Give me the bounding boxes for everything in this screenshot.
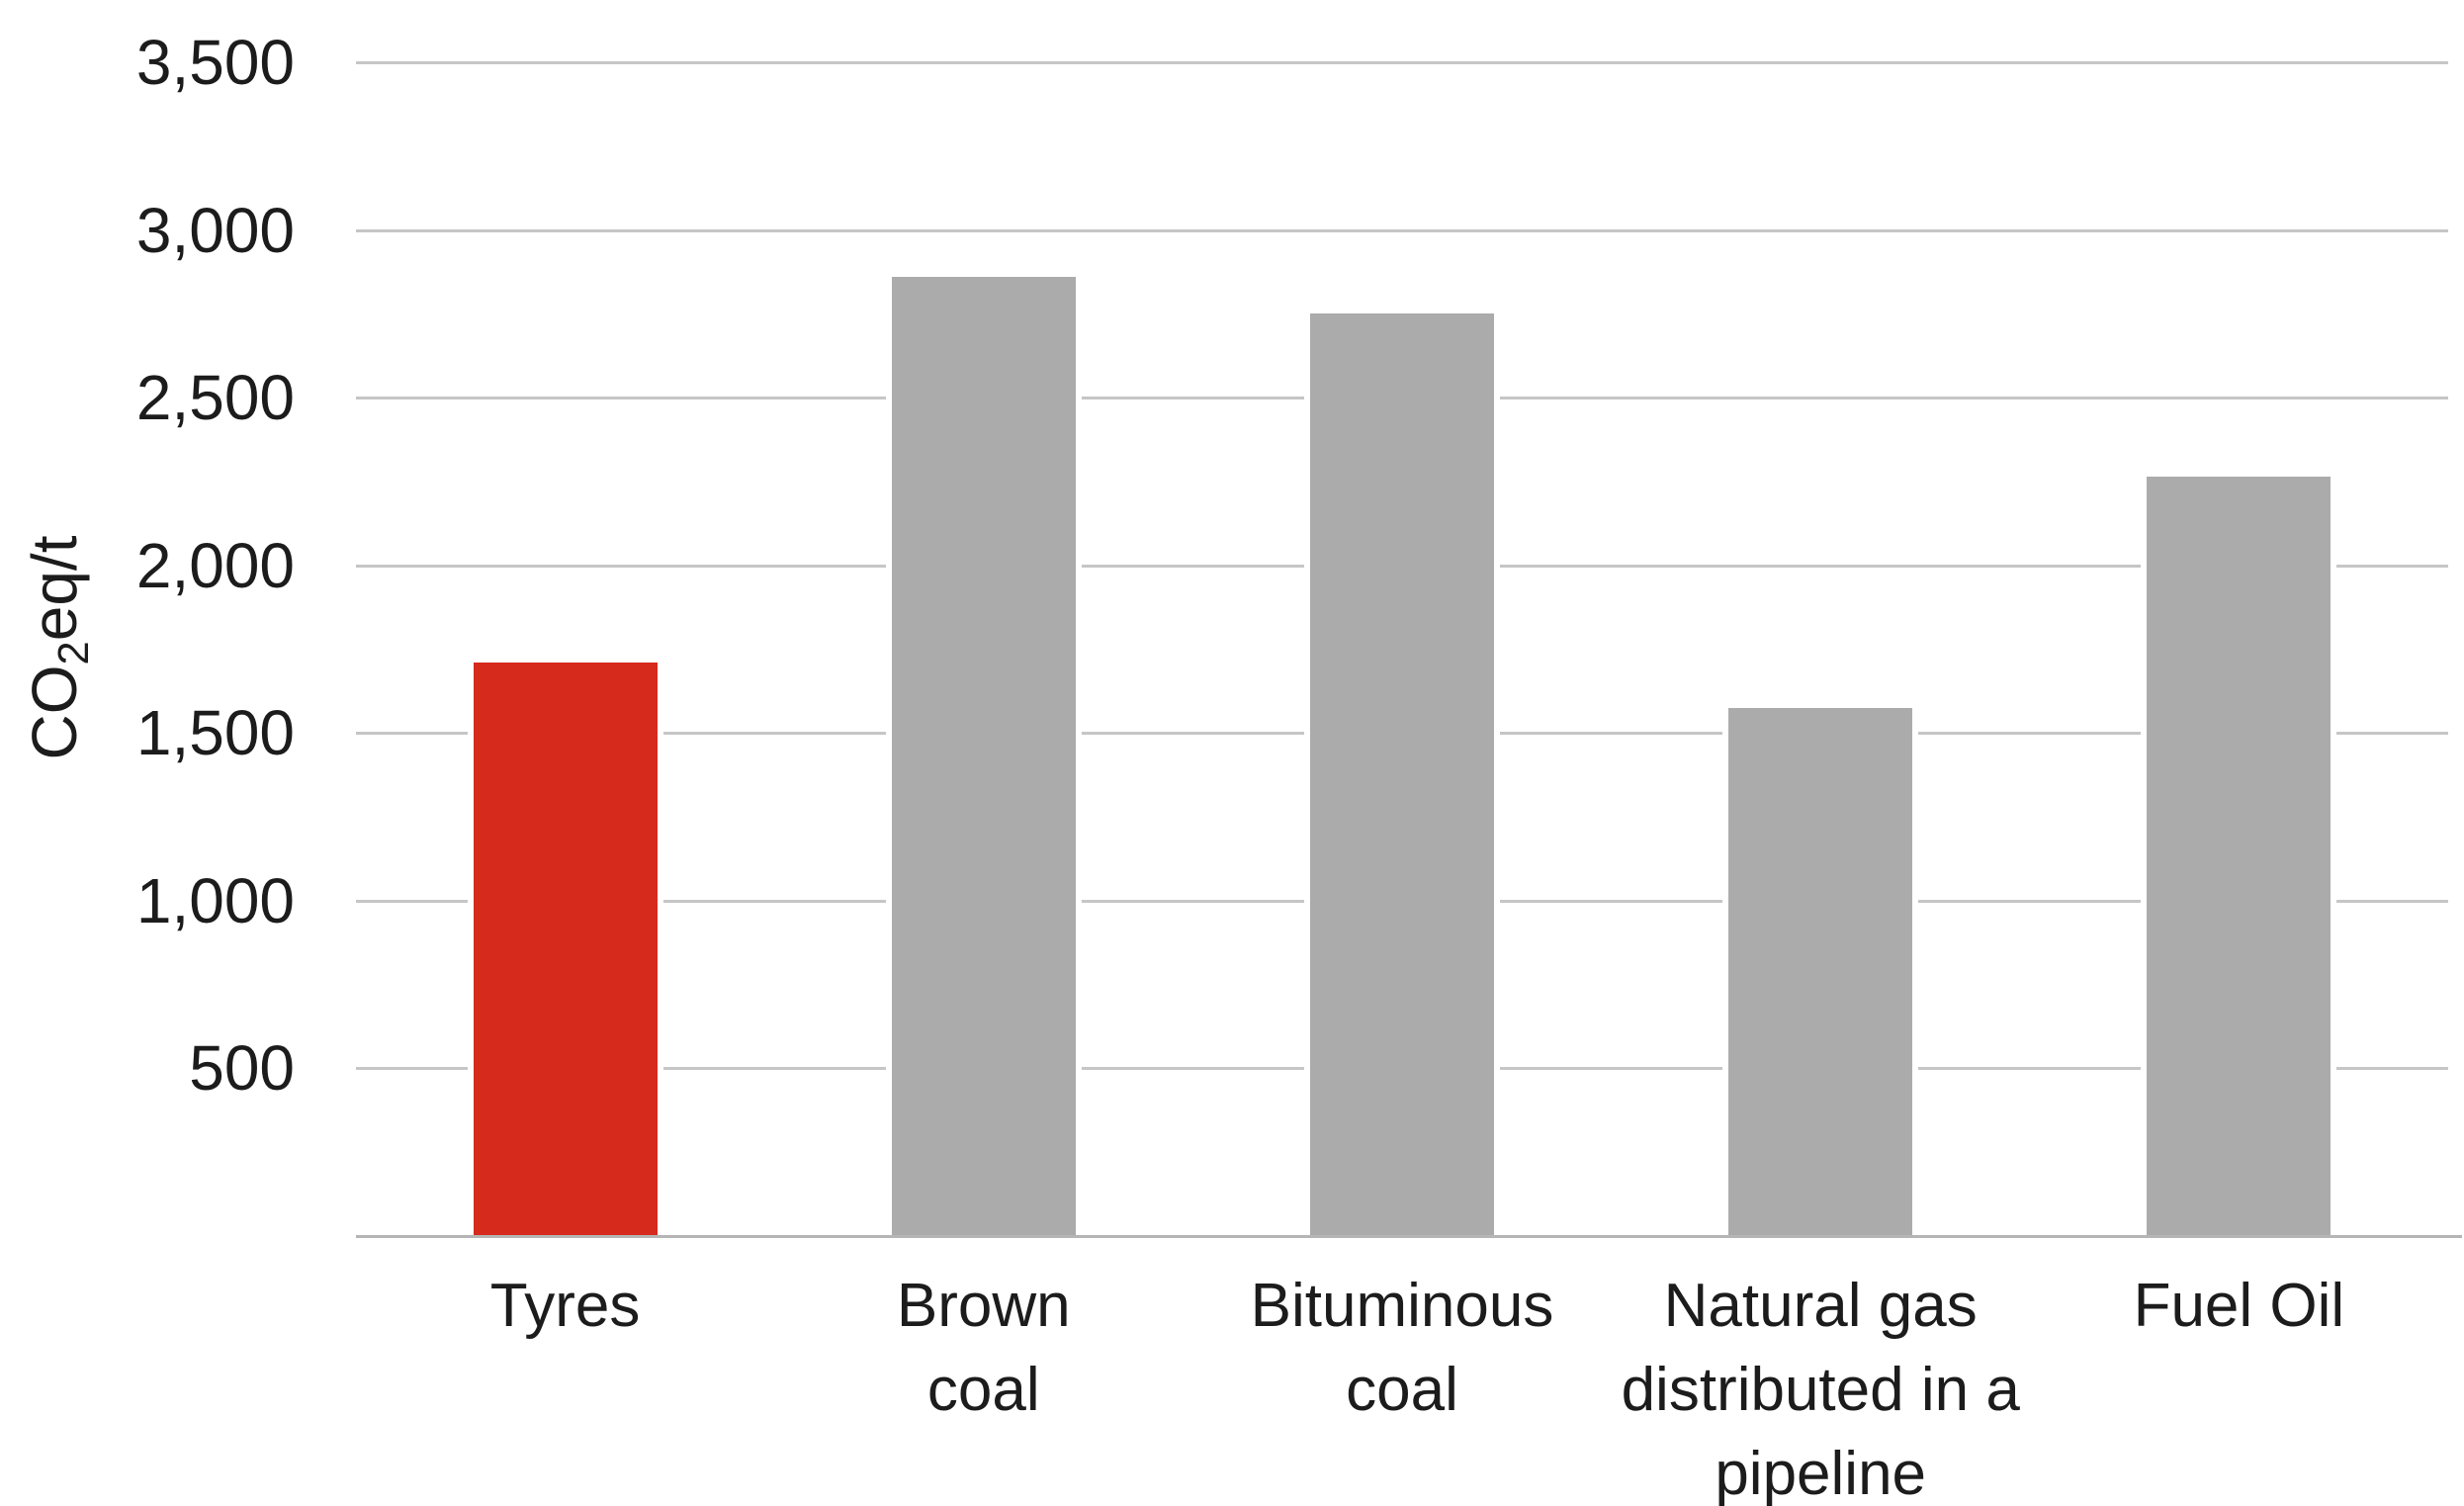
gridline-3500 (356, 61, 2448, 64)
x-label-line: Bituminous (1250, 1272, 1554, 1340)
x-label-line: coal (926, 1356, 1040, 1424)
x-label-brown-coal: Brown coal (742, 1264, 1226, 1432)
y-tick-label-3500: 3,500 (135, 27, 295, 98)
x-label-line: Brown (896, 1272, 1071, 1340)
gridline-3000 (356, 228, 2448, 232)
x-axis-baseline (356, 1235, 2462, 1238)
y-tick-label-500: 500 (189, 1032, 295, 1105)
bar-bituminous-coal (1304, 313, 1500, 1236)
y-tick-label-2000: 2,000 (135, 529, 295, 601)
x-label-fuel-oil: Fuel Oil (1996, 1264, 2464, 1348)
bar-tyres (467, 663, 663, 1236)
x-label-line: pipeline (1715, 1440, 1927, 1506)
x-label-line: Natural gas (1663, 1272, 1978, 1340)
bar-brown-coal (885, 277, 1082, 1236)
y-tick-label-1000: 1,000 (135, 864, 295, 936)
x-label-line: Fuel Oil (2133, 1272, 2345, 1340)
x-label-tyres: Tyres (323, 1264, 808, 1348)
x-label-line: coal (1346, 1356, 1458, 1424)
x-label-natural-gas-distributed-in-a-pipeline: Natural gas distributed in a pipeline (1578, 1264, 2063, 1506)
y-tick-label-1500: 1,500 (135, 697, 295, 769)
bar-natural-gas-distributed-in-a-pipeline (1722, 707, 1919, 1236)
bar-fuel-oil (2141, 476, 2337, 1236)
y-tick-label-2500: 2,500 (135, 362, 295, 434)
x-label-line: Tyres (489, 1272, 641, 1340)
x-label-bituminous-coal: Bituminous coal (1160, 1264, 1644, 1432)
y-tick-label-3000: 3,000 (135, 194, 295, 266)
x-label-line: distributed in a (1621, 1356, 2020, 1424)
